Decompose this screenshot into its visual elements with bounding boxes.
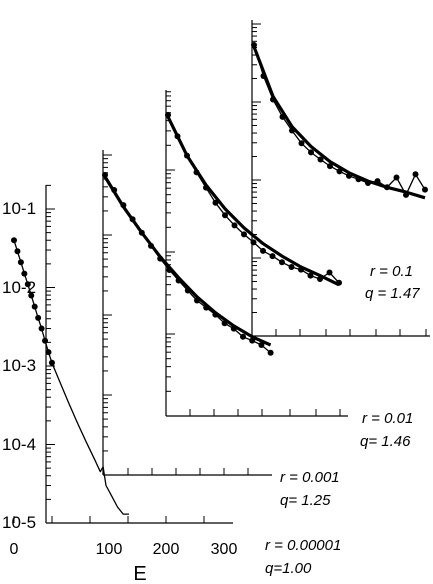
annotations: r = 0.1 q = 1.47 r = 0.01 q= 1.46 r = 0.… xyxy=(265,263,420,577)
data-point xyxy=(241,231,247,238)
y-tick-label-1e-5: 10-5 xyxy=(2,513,36,532)
data-point xyxy=(21,270,28,277)
annotation-q-panel-3: q= 1.46 xyxy=(360,433,411,450)
annotation-r-panel-1: r = 0.00001 xyxy=(265,537,341,554)
data-point xyxy=(326,269,333,276)
panel-axes-1 xyxy=(13,184,233,524)
annotation-r-panel-4: r = 0.1 xyxy=(370,263,413,280)
series-line-2-1 xyxy=(104,174,272,354)
data-point xyxy=(42,337,49,344)
panel-axes-3 xyxy=(165,90,348,417)
data-point xyxy=(24,281,31,288)
x-tick-label-0: 0 xyxy=(10,541,19,558)
panel-axes-2 xyxy=(102,150,272,476)
data-point xyxy=(38,325,45,332)
annotation-q-panel-4: q = 1.47 xyxy=(365,285,420,302)
data-point xyxy=(231,222,238,229)
curves-layer xyxy=(11,42,428,515)
data-point xyxy=(11,237,17,244)
data-point xyxy=(288,264,295,271)
data-point xyxy=(35,314,42,321)
series-line-4-2 xyxy=(252,46,426,200)
data-point xyxy=(422,186,428,193)
data-point xyxy=(308,149,314,156)
data-point xyxy=(307,272,314,279)
data-point xyxy=(250,239,257,246)
annotation-q-panel-2: q= 1.25 xyxy=(280,492,331,509)
data-point xyxy=(14,248,21,255)
data-point xyxy=(28,292,35,299)
data-point xyxy=(212,199,219,206)
x-tick-label-100: 100 xyxy=(96,541,123,558)
panel-curves-3 xyxy=(165,112,342,287)
annotation-q-panel-1: q=1.00 xyxy=(265,560,312,577)
y-tick-label-1e-4: 10-4 xyxy=(2,435,36,454)
data-point xyxy=(279,259,285,266)
annotation-r-panel-2: r = 0.001 xyxy=(280,469,340,486)
data-point xyxy=(17,259,24,266)
y-tick-labels: 10-1 10-2 10-3 10-4 10-5 xyxy=(2,199,36,532)
panel-curves-2 xyxy=(102,172,274,356)
data-point xyxy=(267,349,274,356)
data-point xyxy=(45,349,52,356)
y-tick-label-1e-1: 10-1 xyxy=(2,199,36,218)
series-line-1-2 xyxy=(51,362,129,515)
x-axis-label: E xyxy=(133,563,146,584)
data-point xyxy=(31,303,38,310)
data-point xyxy=(393,174,400,181)
panel-curves-1 xyxy=(11,237,129,515)
data-point xyxy=(258,341,265,348)
data-point xyxy=(327,163,333,170)
data-point xyxy=(240,333,246,340)
data-point xyxy=(269,253,276,260)
x-tick-label-200: 200 xyxy=(153,541,180,558)
data-point xyxy=(260,247,266,254)
x-tick-labels: 0 100 200 300 xyxy=(10,541,238,558)
data-point xyxy=(317,156,324,163)
data-point xyxy=(298,140,305,147)
annotation-r-panel-3: r = 0.01 xyxy=(362,410,413,427)
data-point xyxy=(412,171,419,178)
y-tick-label-1e-2: 10-2 xyxy=(2,278,36,297)
series-line-2-2 xyxy=(103,175,272,347)
data-point xyxy=(48,359,55,366)
x-tick-label-300: 300 xyxy=(211,541,238,558)
panel-curves-4 xyxy=(251,42,428,200)
data-point xyxy=(222,212,228,219)
y-tick-label-1e-3: 10-3 xyxy=(2,356,36,375)
series-line-3-2 xyxy=(166,116,340,287)
